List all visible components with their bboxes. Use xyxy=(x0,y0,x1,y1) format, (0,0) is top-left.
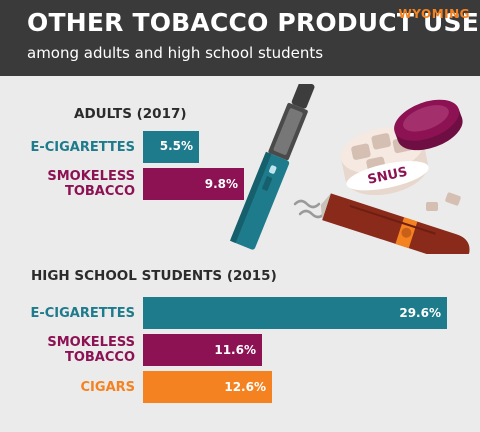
section-title-high-school: HIGH SCHOOL STUDENTS (2015) xyxy=(31,268,277,284)
value-label: 12.6% xyxy=(224,380,266,394)
section-title-adults: ADULTS (2017) xyxy=(74,106,187,122)
category-label: E-CIGARETTES xyxy=(30,305,135,321)
snus-tin-icon: SNUS xyxy=(340,99,463,211)
page-subtitle: among adults and high school students xyxy=(27,44,324,62)
bar-adults-smokeless-tobacco xyxy=(143,168,244,200)
page-title: OTHER TOBACCO PRODUCT USE xyxy=(27,8,479,37)
bar-adults-e-cigarettes xyxy=(143,131,199,163)
e-cigarette-icon xyxy=(229,84,315,250)
tobacco-illustration: SNUS xyxy=(229,84,470,254)
header-banner: OTHER TOBACCO PRODUCT USE among adults a… xyxy=(0,0,480,76)
category-label: CIGARS xyxy=(80,379,135,395)
value-label: 9.8% xyxy=(204,177,238,191)
category-label: SMOKELESS TOBACCO xyxy=(47,335,135,365)
value-label: 5.5% xyxy=(159,139,193,153)
smoke-icon xyxy=(293,199,326,219)
category-label: SMOKELESS TOBACCO xyxy=(47,169,135,199)
bar-hs-smokeless-tobacco xyxy=(143,334,262,366)
cigar-icon xyxy=(320,193,470,254)
value-label: 11.6% xyxy=(214,343,256,357)
value-label: 29.6% xyxy=(399,306,441,320)
state-label: WYOMING xyxy=(398,7,470,21)
category-label: E-CIGARETTES xyxy=(30,139,135,155)
bar-hs-cigars xyxy=(143,371,272,403)
bar-hs-e-cigarettes xyxy=(143,297,447,329)
